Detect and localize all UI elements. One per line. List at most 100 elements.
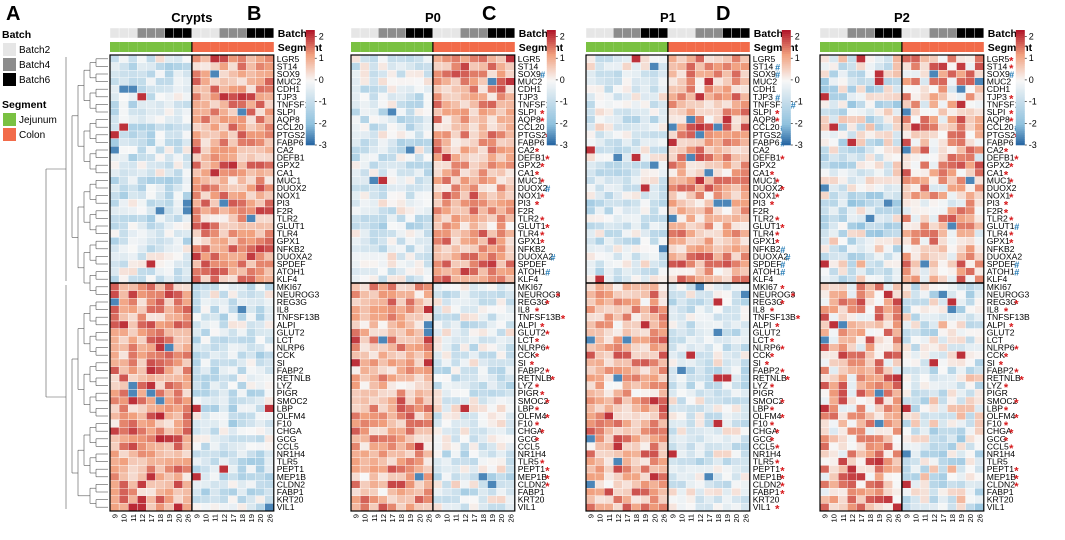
heatmap-cell (137, 358, 147, 367)
segment-track-cell (128, 42, 138, 52)
heatmap-cell (505, 495, 515, 504)
heatmap-cell (369, 488, 379, 496)
heatmap-cell (722, 123, 732, 132)
heatmap-cell (191, 336, 202, 344)
heatmap-cell (414, 290, 424, 299)
heatmap-cell (929, 336, 939, 344)
heatmap-cell (441, 457, 452, 466)
gene-label: CCK (518, 350, 536, 360)
heatmap-cell (974, 298, 984, 306)
heatmap-cell (405, 252, 415, 261)
colorbar-segment (781, 111, 791, 114)
heatmap-cell (209, 260, 220, 268)
heatmap-cell (910, 184, 921, 192)
heatmap-cell (965, 161, 975, 170)
heatmap-cell (219, 229, 229, 238)
heatmap-cell (441, 374, 452, 382)
heatmap-cell (405, 320, 415, 329)
heatmap-cell (200, 184, 211, 192)
heatmap-cell (396, 100, 406, 109)
heatmap-cell (118, 206, 129, 215)
heatmap-cell (155, 199, 165, 208)
heatmap-cell (478, 184, 488, 192)
heatmap-cell (109, 434, 120, 443)
heatmap-cell (246, 328, 256, 337)
heatmap-cell (505, 298, 515, 306)
heatmap-cell (704, 206, 714, 215)
heatmap-cell (505, 465, 515, 474)
heatmap-cell (228, 77, 238, 86)
heatmap-cell (255, 92, 265, 101)
heatmap-cell (856, 54, 866, 63)
colorbar-segment (781, 127, 791, 130)
colorbar-segment (546, 31, 556, 35)
heatmap-cell (173, 298, 183, 306)
heatmap-cell (874, 260, 884, 268)
heatmap-cell (892, 229, 903, 238)
heatmap-cell (901, 252, 912, 261)
heatmap-cell (883, 108, 893, 116)
heatmap-cell (676, 108, 687, 116)
heatmap-cell (974, 260, 984, 268)
heatmap-cell (200, 267, 211, 276)
heatmap-cell (838, 146, 848, 154)
heatmap-cell (685, 298, 696, 306)
heatmap-cell (622, 374, 632, 382)
heatmap-cell (369, 138, 379, 147)
heatmap-cell (478, 480, 488, 489)
heatmap-cell (478, 168, 488, 177)
heatmap-cell (874, 374, 884, 382)
colorbar-segment (546, 83, 556, 86)
heatmap-cell (359, 381, 370, 390)
heatmap-cell (237, 138, 247, 147)
heatmap-cell (146, 229, 156, 238)
heatmap-cell (118, 366, 129, 375)
heatmap-cell (246, 123, 256, 132)
heatmap-cell (496, 184, 506, 192)
heatmap-cell (613, 290, 623, 299)
segment-track-cell (246, 42, 256, 52)
heatmap-cell (956, 54, 966, 63)
heatmap-cell (847, 252, 857, 261)
heatmap-cell (487, 480, 497, 489)
heatmap-cell (731, 252, 741, 261)
significance-star: * (775, 238, 780, 250)
heatmap-cell (109, 298, 120, 306)
heatmap-cell (713, 465, 723, 474)
segment-track-cell (155, 42, 165, 52)
heatmap-cell (350, 138, 361, 147)
heatmap-cell (396, 153, 406, 162)
heatmap-cell (209, 457, 220, 466)
heatmap-cell (658, 396, 669, 405)
heatmap-cell (640, 366, 650, 375)
heatmap-cell (585, 199, 596, 208)
heatmap-cell (613, 222, 623, 230)
heatmap-cell (658, 328, 669, 337)
heatmap-cell (713, 313, 723, 322)
heatmap-cell (182, 328, 193, 337)
heatmap-cell (901, 54, 912, 63)
heatmap-cell (219, 214, 229, 223)
heatmap-cell (109, 267, 120, 276)
heatmap-cell (191, 427, 202, 436)
heatmap-cell (740, 366, 750, 375)
heatmap-cell (255, 457, 265, 466)
heatmap-cell (929, 70, 939, 78)
heatmap-cell (387, 146, 397, 154)
heatmap-cell (974, 320, 984, 329)
colorbar-segment (781, 75, 791, 78)
heatmap-cell (255, 389, 265, 398)
heatmap-cell (947, 146, 957, 154)
heatmap-cell (947, 389, 957, 398)
heatmap-cell (219, 153, 229, 162)
heatmap-cell (146, 267, 156, 276)
heatmap-cell (209, 267, 220, 276)
heatmap-cell (387, 222, 397, 230)
batch-track-cell (622, 27, 632, 39)
heatmap-cell (164, 457, 174, 466)
heatmap-cell (658, 176, 669, 185)
heatmap-cell (901, 206, 912, 215)
heatmap-cell (856, 412, 866, 420)
heatmap-cell (704, 191, 714, 200)
segment-track-cell (255, 42, 265, 52)
